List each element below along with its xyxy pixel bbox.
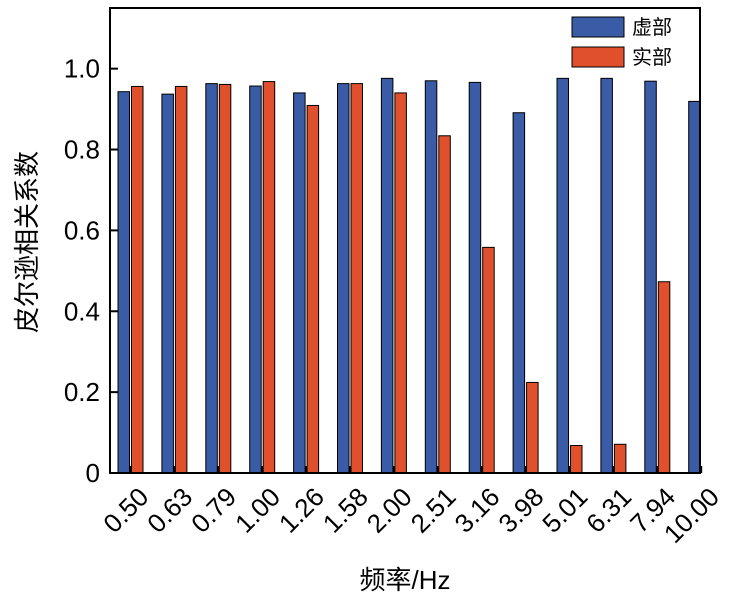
bar-real-7.94 (657, 281, 671, 474)
x-tick-label: 0.63 (141, 482, 198, 539)
bar-real-3.98 (526, 381, 539, 474)
bar-imag-2.51 (424, 80, 438, 474)
bar-real-0.79 (218, 83, 232, 474)
legend-label-imag: 虚部 (632, 16, 672, 39)
bar-imag-7.94 (644, 80, 657, 474)
y-axis-ticks: 0 0.2 0.4 0.6 0.8 1.0 (64, 54, 118, 488)
bar-real-1.58 (350, 83, 363, 474)
y-tick-label: 0.2 (64, 377, 100, 407)
y-tick-label: 0 (86, 458, 100, 488)
bar-real-1.00 (262, 81, 276, 474)
y-tick-label: 1.0 (64, 54, 100, 84)
legend-swatch-real (571, 46, 625, 68)
y-tick-label: 0.8 (64, 135, 100, 165)
bar-real-3.16 (482, 246, 495, 474)
x-tick-label: 1.26 (273, 482, 330, 539)
bar-imag-10.00 (688, 100, 701, 474)
bars-group (117, 77, 701, 474)
plot-frame (109, 7, 701, 474)
bar-imag-3.16 (468, 81, 482, 474)
bar-imag-0.79 (205, 83, 218, 474)
x-axis-ticks: 0.500.630.791.001.261.582.002.513.163.98… (97, 466, 725, 549)
legend-label-real: 实部 (632, 46, 672, 69)
bar-real-1.26 (306, 104, 320, 474)
bar-imag-1.26 (293, 92, 306, 474)
bar-real-2.00 (394, 92, 407, 474)
x-tick-label: 3.98 (492, 482, 549, 539)
y-tick-label: 0.4 (64, 296, 100, 326)
bar-imag-2.00 (380, 77, 394, 474)
bar-imag-5.01 (556, 77, 569, 474)
bar-imag-6.31 (600, 77, 613, 474)
bar-real-0.50 (131, 85, 144, 474)
bar-imag-3.98 (512, 112, 526, 474)
bar-real-5.01 (570, 445, 583, 474)
x-tick-label: 6.31 (580, 482, 637, 539)
bar-imag-0.50 (117, 91, 130, 474)
y-tick-label: 0.6 (64, 215, 100, 245)
x-tick-label: 0.79 (185, 482, 242, 539)
x-tick-label: 5.01 (536, 482, 593, 539)
bar-real-0.63 (174, 85, 188, 474)
y-axis-label: 皮尔逊相关系数 (12, 151, 42, 333)
bar-imag-0.63 (161, 93, 174, 474)
bar-imag-1.58 (337, 83, 350, 474)
x-tick-label: 3.16 (449, 482, 506, 539)
x-tick-label: 2.51 (405, 482, 462, 539)
legend-swatch-imag (571, 16, 625, 38)
x-tick-label: 2.00 (361, 482, 418, 539)
bar-imag-1.00 (249, 85, 262, 474)
x-tick-label: 1.58 (317, 482, 374, 539)
x-axis-label: 频率/Hz (359, 565, 450, 595)
bar-real-6.31 (613, 443, 627, 474)
x-tick-label: 0.50 (97, 482, 154, 539)
bar-real-2.51 (438, 135, 451, 474)
x-tick-label: 1.00 (229, 482, 286, 539)
legend: 虚部 实部 (571, 16, 672, 69)
